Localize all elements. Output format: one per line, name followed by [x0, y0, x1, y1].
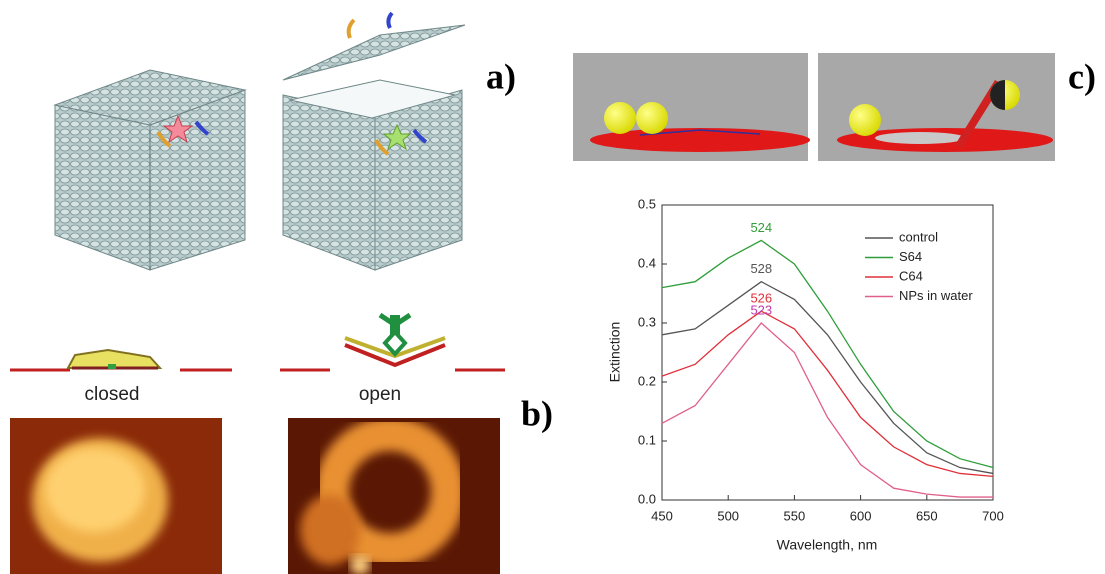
figure: closed open a) b) c) Extinction Waveleng…	[0, 0, 1105, 574]
afm-closed	[10, 418, 222, 574]
afm-open	[288, 418, 500, 574]
y-tick-label: 0.5	[638, 196, 656, 211]
dna-box-closed	[55, 70, 245, 270]
legend-label: C64	[899, 268, 923, 283]
dna-box-open	[283, 13, 465, 270]
legend-label: control	[899, 229, 938, 244]
peak-label: 528	[750, 261, 772, 276]
plot-frame	[662, 205, 993, 500]
panel-label: a)	[486, 56, 516, 96]
schematic-closed	[10, 350, 232, 370]
caption: closed	[85, 384, 140, 405]
render-open	[818, 53, 1055, 161]
series-line	[662, 240, 993, 467]
series-line	[662, 311, 993, 476]
x-tick-label: 700	[982, 508, 1004, 523]
y-tick-label: 0.3	[638, 314, 656, 329]
peak-label: 523	[750, 302, 772, 317]
x-axis-label: Wavelength, nm	[777, 537, 878, 553]
x-tick-label: 450	[651, 508, 673, 523]
caption: open	[359, 384, 401, 405]
y-tick-label: 0.2	[638, 373, 656, 388]
y-tick-label: 0.1	[638, 432, 656, 447]
x-tick-label: 600	[850, 508, 872, 523]
x-tick-label: 550	[784, 508, 806, 523]
schematic-open	[280, 315, 505, 370]
x-tick-label: 650	[916, 508, 938, 523]
y-axis-label: Extinction	[607, 322, 623, 383]
y-tick-label: 0.0	[638, 491, 656, 506]
panel-label: c)	[1068, 56, 1096, 96]
render-closed	[573, 53, 810, 161]
legend-label: NPs in water	[899, 288, 973, 303]
peak-label: 524	[750, 220, 772, 235]
panel-label: b)	[521, 393, 553, 433]
chart: Extinction Wavelength, nm 0.0 0.1 0.2 0.3 0.…	[607, 196, 1004, 552]
x-tick-label: 500	[717, 508, 739, 523]
y-tick-label: 0.4	[638, 255, 656, 270]
legend-label: S64	[899, 249, 922, 264]
